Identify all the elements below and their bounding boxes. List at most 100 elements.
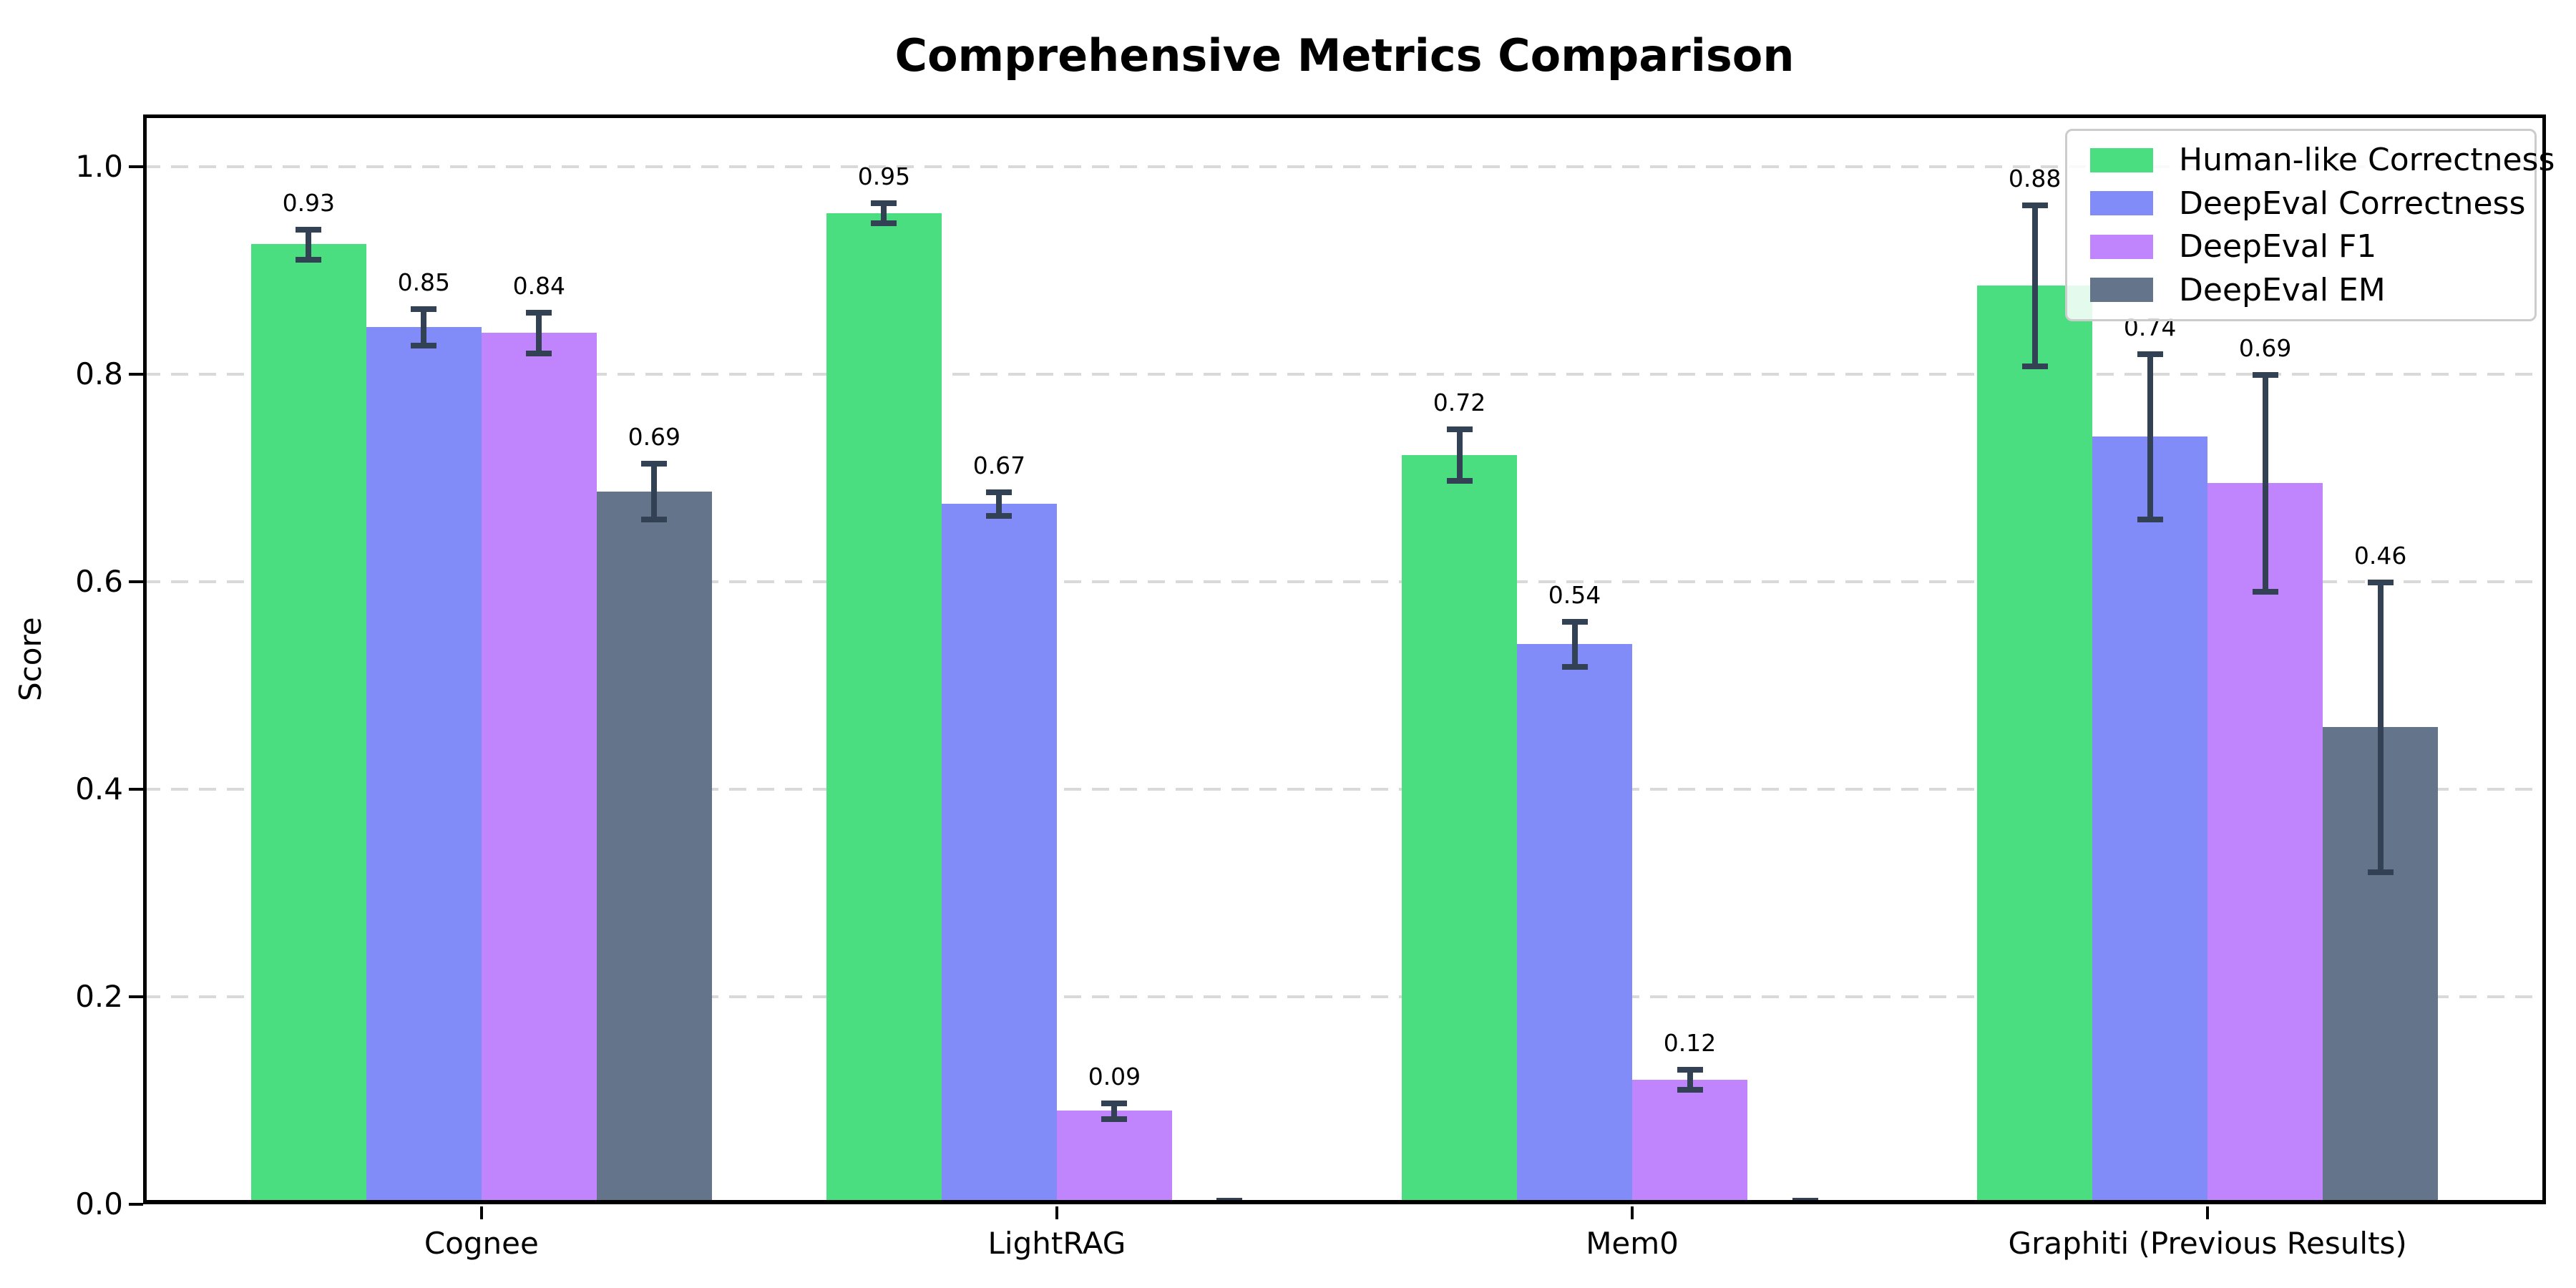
axis-spine-right: [2542, 114, 2546, 1204]
error-bar: [536, 311, 542, 353]
error-bar: [306, 228, 312, 260]
bar-human-like-correctness-0: [250, 244, 366, 1204]
error-bar-cap-bottom: [2021, 364, 2048, 370]
error-bar: [2031, 205, 2038, 367]
bar-value-label: 0.95: [857, 162, 911, 191]
error-bar: [996, 491, 1002, 517]
error-bar: [651, 463, 658, 519]
bar-deepeval-f1-1: [1056, 1111, 1172, 1204]
y-tick-mark: [129, 995, 143, 998]
error-bar-cap-bottom: [986, 513, 1013, 519]
error-bar-cap-bottom: [871, 220, 897, 227]
error-bar: [2262, 374, 2268, 592]
y-tick-mark: [129, 372, 143, 376]
axis-spine-left: [143, 114, 147, 1204]
error-bar: [2147, 353, 2153, 519]
bar-deepeval-correctness-0: [366, 327, 482, 1204]
error-bar: [881, 203, 887, 224]
error-bar-cap-top: [641, 461, 668, 467]
legend-swatch-3: [2090, 278, 2153, 303]
bar-deepeval-em-0: [596, 491, 712, 1204]
error-bar: [2377, 581, 2384, 872]
error-bar-cap-top: [411, 306, 437, 313]
bar-value-label: 0.46: [2353, 541, 2407, 570]
error-bar-cap-top: [871, 200, 897, 207]
legend-label-1: DeepEval Correctness: [2179, 185, 2526, 222]
bar-value-label: 0.69: [628, 423, 681, 452]
error-bar-cap-top: [2252, 371, 2278, 378]
bar-human-like-correctness-2: [1402, 454, 1518, 1204]
error-bar-cap-top: [1101, 1100, 1128, 1106]
y-axis-label: Score: [13, 617, 48, 702]
x-tick-label-0: Cognee: [424, 1226, 539, 1261]
x-tick-label-3: Graphiti (Previous Results): [2008, 1226, 2407, 1261]
error-bar: [421, 308, 427, 346]
x-tick-label-2: Mem0: [1586, 1226, 1679, 1261]
x-tick-mark: [1055, 1206, 1058, 1219]
gridline-0.2: [143, 995, 2546, 998]
error-bar: [1687, 1069, 1693, 1091]
legend-label-0: Human-like Correctness: [2179, 142, 2555, 179]
bar-deepeval-f1-0: [481, 332, 597, 1204]
y-tick-label: 0.0: [75, 1186, 123, 1221]
bar-value-label: 0.72: [1433, 389, 1486, 417]
legend-swatch-1: [2090, 191, 2153, 216]
y-tick-mark: [129, 165, 143, 168]
legend-label-2: DeepEval F1: [2179, 228, 2377, 265]
bar-deepeval-f1-2: [1632, 1079, 1748, 1204]
bar-deepeval-correctness-1: [941, 503, 1057, 1204]
gridline-0.8: [143, 372, 2546, 376]
bar-value-label: 0.93: [282, 188, 336, 217]
y-tick-label: 0.8: [75, 356, 123, 391]
bar-value-label: 0.69: [2238, 333, 2292, 362]
legend-label-3: DeepEval EM: [2179, 271, 2386, 308]
error-bar-cap-bottom: [1677, 1087, 1703, 1093]
legend-swatch-2: [2090, 234, 2153, 259]
bar-value-label: 0.85: [397, 268, 451, 297]
legend-item-0: Human-like Correctness: [2067, 142, 2555, 178]
legend-swatch-0: [2090, 147, 2153, 172]
error-bar-cap-bottom: [411, 343, 437, 349]
x-tick-mark: [479, 1206, 483, 1219]
gridline-1: [143, 165, 2546, 168]
error-bar: [1111, 1102, 1118, 1120]
error-bar-cap-bottom: [526, 350, 552, 356]
error-bar-cap-top: [2367, 579, 2394, 585]
bar-value-label: 0.54: [1548, 580, 1601, 609]
error-bar-cap-top: [1561, 618, 1588, 625]
y-tick-label: 0.2: [75, 978, 123, 1014]
bar-human-like-correctness-3: [1977, 286, 2093, 1204]
y-tick-mark: [129, 580, 143, 583]
error-bar-cap-bottom: [1561, 663, 1588, 670]
error-bar-cap-top: [296, 226, 322, 233]
legend: Human-like Correctness DeepEval Correctne…: [2065, 129, 2555, 321]
error-bar-cap-bottom: [2252, 589, 2278, 595]
error-bar-cap-top: [2137, 351, 2163, 357]
error-bar-cap-bottom: [2367, 869, 2394, 875]
bar-deepeval-correctness-2: [1517, 643, 1633, 1204]
error-bar-cap-bottom: [1101, 1116, 1128, 1123]
bar-value-label: 0.88: [2008, 165, 2062, 193]
bar-value-label: 0.09: [1088, 1062, 1141, 1091]
error-bar-cap-top: [2021, 203, 2048, 209]
error-bar-cap-bottom: [1446, 478, 1473, 484]
error-bar-cap-top: [986, 489, 1013, 495]
y-tick-label: 0.6: [75, 563, 123, 599]
y-tick-mark: [129, 1203, 143, 1206]
axis-spine-top: [143, 114, 2546, 118]
bar-value-label: 0.84: [512, 271, 566, 300]
error-bar-cap-top: [1446, 426, 1473, 433]
axis-spine-bottom: [143, 1200, 2546, 1204]
legend-item-2: DeepEval F1: [2067, 228, 2534, 265]
legend-item-3: DeepEval EM: [2067, 272, 2534, 308]
x-tick-mark: [2206, 1206, 2210, 1219]
error-bar: [1571, 620, 1578, 667]
y-tick-mark: [129, 787, 143, 791]
error-bar-cap-bottom: [2137, 516, 2163, 522]
bar-deepeval-correctness-3: [2092, 436, 2208, 1204]
x-tick-mark: [1631, 1206, 1634, 1219]
y-tick-label: 1.0: [75, 148, 123, 184]
bar-human-like-correctness-1: [826, 213, 942, 1204]
error-bar: [1456, 429, 1463, 481]
